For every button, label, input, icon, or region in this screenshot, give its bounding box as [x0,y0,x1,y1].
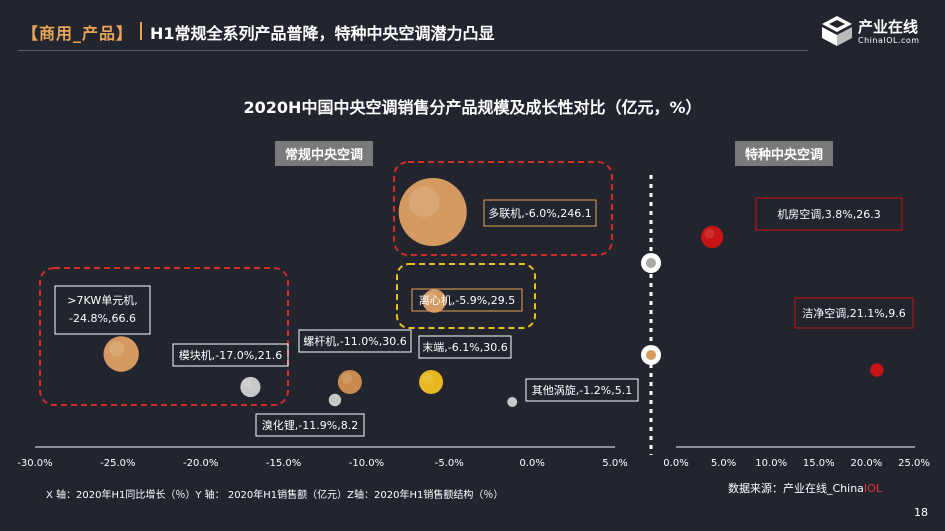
bubble-point [103,336,139,372]
source-highlight: IOL [863,482,882,495]
data-label: 多联机,-6.0%,246.1 [488,206,591,220]
data-label: 离心机,-5.9%,29.5 [419,293,515,307]
logo-sub: ChinaIOL.com [858,36,920,45]
data-label-box [298,329,412,353]
data-label: 洁净空调,21.1%,9.6 [802,306,905,320]
header-bar: 【商用_产品】 H1常规全系列产品普降，特种中央空调潜力凸显 产业在线 Chin… [0,0,945,62]
data-label-box [255,413,365,437]
bubble-point [240,376,261,398]
highlight-box-centrifugal [396,263,536,329]
bubble-point [419,369,444,395]
data-label-box [411,288,523,312]
data-label-box [755,197,903,231]
source-prefix: 数据来源：产业在线_China [728,482,864,495]
section-tag: 【商用_产品】 [22,24,134,43]
x-tick-label: -10.0% [349,458,384,469]
x-tick-label: 0.0% [519,458,544,469]
chart-title: 2020H中国中央空调销售分产品规模及成长性对比（亿元，%） [243,98,702,117]
bubble-point [507,397,518,407]
page-headline: H1常规全系列产品普降，特种中央空调潜力凸显 [150,24,495,43]
data-label: 其他涡旋,-1.2%,5.1 [532,383,632,397]
bubble-point [398,177,467,247]
data-label-box [794,297,914,329]
data-label: 末端,-6.1%,30.6 [422,340,507,354]
data-label: >7KW单元机, -24.8%,66.6 [67,293,137,325]
x-tick-label: 0.0% [663,458,688,469]
page-number: 18 [914,506,928,519]
highlight-box-vrf [393,161,613,256]
bubble-point [337,369,362,395]
x-tick-label: -30.0% [17,458,52,469]
x-tick-label: 20.0% [851,458,883,469]
bubble-point [328,393,342,407]
data-label-box [418,335,512,359]
x-tick-label: -5.0% [435,458,464,469]
highlight-box-7kw [39,267,289,406]
data-label-box [525,378,639,402]
x-tick-label: 5.0% [711,458,736,469]
data-label: 溴化锂,-11.9%,8.2 [262,418,358,432]
x-tick-label: -25.0% [100,458,135,469]
data-label-box [172,343,289,367]
data-label: 模块机,-17.0%,21.6 [179,348,282,362]
brand-logo: 产业在线 ChinaIOL.com [820,14,930,50]
data-label-box [54,285,151,335]
data-label: 机房空调,3.8%,26.3 [777,207,880,221]
section-label-regular: 常规中央空调 [275,141,374,166]
bubble-point [701,225,724,249]
x-tick-label: 25.0% [898,458,930,469]
data-label-box [483,199,597,227]
logo-name: 产业在线 [858,18,919,36]
section-label-special: 特种中央空调 [735,141,834,166]
x-tick-label: -15.0% [266,458,301,469]
logo-icon [822,16,852,46]
x-tick-label: 10.0% [755,458,787,469]
header-separator [140,22,142,40]
axis-note: X 轴：2020年H1同比增长（％）Y 轴： 2020年H1销售额（亿元）Z轴：… [46,490,504,501]
data-source: 数据来源：产业在线_ChinaIOL [728,480,882,496]
bubble-point [422,289,447,313]
bubble-point [870,363,884,377]
x-tick-label: 5.0% [602,458,627,469]
x-tick-label: -20.0% [183,458,218,469]
data-label: 螺杆机,-11.0%,30.6 [303,334,406,348]
header-divider [18,50,808,51]
x-tick-label: 15.0% [803,458,835,469]
